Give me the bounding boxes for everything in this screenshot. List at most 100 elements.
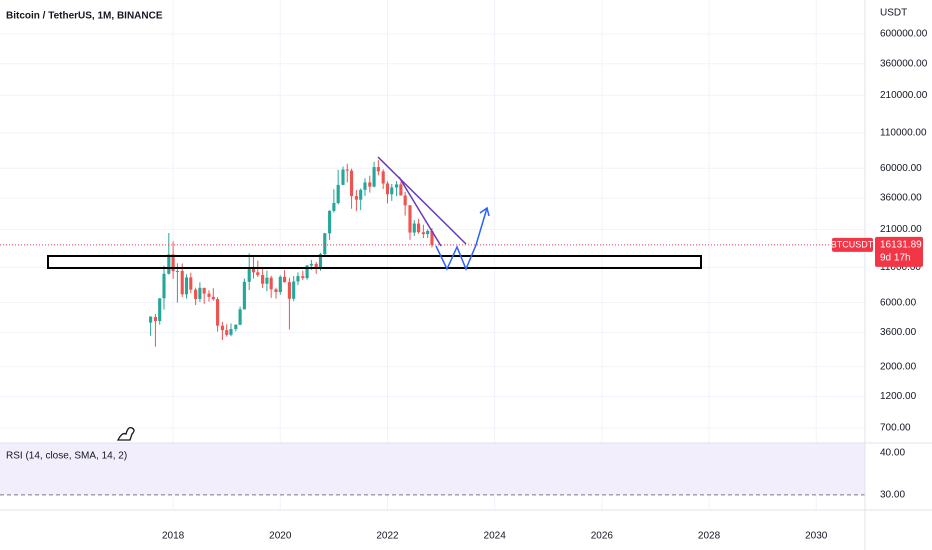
candle-body	[417, 223, 421, 233]
candle-body	[256, 272, 260, 276]
candle-body	[198, 287, 202, 299]
symbol-label: BTCUSDT	[831, 239, 874, 249]
candle-body	[412, 223, 416, 233]
candle-body	[229, 329, 233, 335]
price-tag	[875, 236, 923, 267]
y-tick-label: 3600.00	[880, 327, 917, 338]
y-tick-label: 360000.00	[880, 58, 928, 69]
y-tick-label: 11000.00	[880, 262, 921, 273]
symbol-tag	[832, 237, 873, 252]
axes: 600000.00 360000.00 210000.00 110000.00 6000…	[162, 29, 928, 542]
unit-label: USDT	[880, 8, 907, 19]
x-tick-label: 2028	[698, 531, 721, 542]
x-tick-label: 2020	[269, 531, 292, 542]
candle-body	[180, 270, 184, 295]
x-tick-label: 2024	[484, 531, 507, 542]
trend-line	[377, 156, 467, 245]
candle-body	[225, 330, 229, 335]
candle-body	[211, 296, 215, 300]
candle-body	[242, 281, 246, 310]
candle-body	[421, 232, 425, 235]
last-price-label: 16131.89	[880, 240, 922, 251]
candle-body	[153, 317, 157, 322]
candle-body	[175, 270, 179, 272]
candle-body	[202, 287, 206, 294]
candle-body	[162, 273, 166, 299]
arrow-head	[479, 206, 490, 217]
candle-body	[265, 277, 269, 284]
candle-body	[376, 167, 380, 172]
candle-body	[207, 293, 211, 297]
y-tick-label: 6000.00	[880, 297, 917, 308]
candle-body	[251, 268, 256, 273]
y-tick-label: 36000.00	[880, 193, 922, 204]
countdown-label: 9d 17h	[880, 253, 911, 264]
rsi-pane	[0, 443, 865, 496]
candle-body	[385, 183, 390, 195]
candle-body	[408, 205, 412, 233]
candle-body	[318, 254, 323, 269]
candle-body	[403, 195, 407, 206]
candle-body	[167, 254, 171, 274]
y-tick-label: 700.00	[880, 423, 911, 434]
trend-line	[398, 176, 442, 247]
candle-body	[372, 167, 376, 187]
logo	[116, 426, 135, 441]
candle-body	[341, 169, 345, 185]
candle-body	[368, 182, 372, 187]
y-tick-label: 210000.00	[880, 90, 928, 101]
candle-body	[216, 299, 220, 326]
candle-body	[220, 325, 224, 331]
candle-body	[354, 196, 358, 200]
support-box	[47, 255, 702, 269]
y-tick-label: 110000.00	[880, 128, 927, 139]
rsi-band	[0, 443, 865, 495]
candle-body	[399, 184, 403, 196]
candle-body	[390, 187, 394, 195]
x-tick-label: 2022	[376, 531, 399, 542]
candle-body	[332, 203, 336, 211]
candle-body	[314, 263, 318, 269]
candle-body	[296, 276, 300, 282]
y-tick-label: 1200.00	[880, 391, 917, 402]
candle-body	[278, 276, 282, 293]
candle-body	[283, 276, 287, 283]
candle-body	[305, 265, 309, 279]
projection-path	[435, 207, 488, 271]
candle-body	[363, 182, 367, 190]
candle-body	[269, 277, 273, 290]
y-tick-label: 600000.00	[880, 29, 928, 40]
candle-body	[430, 230, 434, 245]
candle-body	[274, 289, 278, 293]
candle-body	[336, 184, 340, 204]
x-tick-label: 2030	[805, 531, 828, 542]
candle-body	[261, 275, 265, 284]
rsi-tick-label: 30.00	[880, 490, 905, 501]
y-tick-label: 60000.00	[880, 163, 922, 174]
y-tick-label: 2000.00	[880, 361, 917, 372]
candle-body	[238, 309, 242, 325]
candle-body	[359, 189, 363, 200]
candle-body	[381, 171, 385, 184]
candle-body	[328, 210, 332, 234]
x-tick-label: 2026	[591, 531, 614, 542]
candle-body	[234, 324, 238, 330]
candle-body	[189, 277, 193, 290]
chart-title: Bitcoin / TetherUS, 1M, BINANCE	[6, 11, 163, 22]
candle-body	[292, 281, 296, 299]
candle-body	[301, 276, 305, 279]
candle-body	[247, 268, 251, 282]
candle-body	[350, 170, 354, 197]
candle-body	[194, 289, 198, 299]
candle-body	[395, 184, 399, 188]
x-tick-label: 2018	[162, 531, 185, 542]
y-tick-label: 21000.00	[880, 224, 922, 235]
candle-body	[323, 233, 327, 255]
candle-body	[426, 230, 430, 235]
candle-body	[149, 316, 153, 323]
rsi-title: RSI (14, close, SMA, 14, 2)	[6, 451, 127, 462]
candle-body	[287, 282, 291, 299]
candle-body	[158, 298, 162, 322]
rsi-tick-label: 40.00	[880, 448, 905, 459]
